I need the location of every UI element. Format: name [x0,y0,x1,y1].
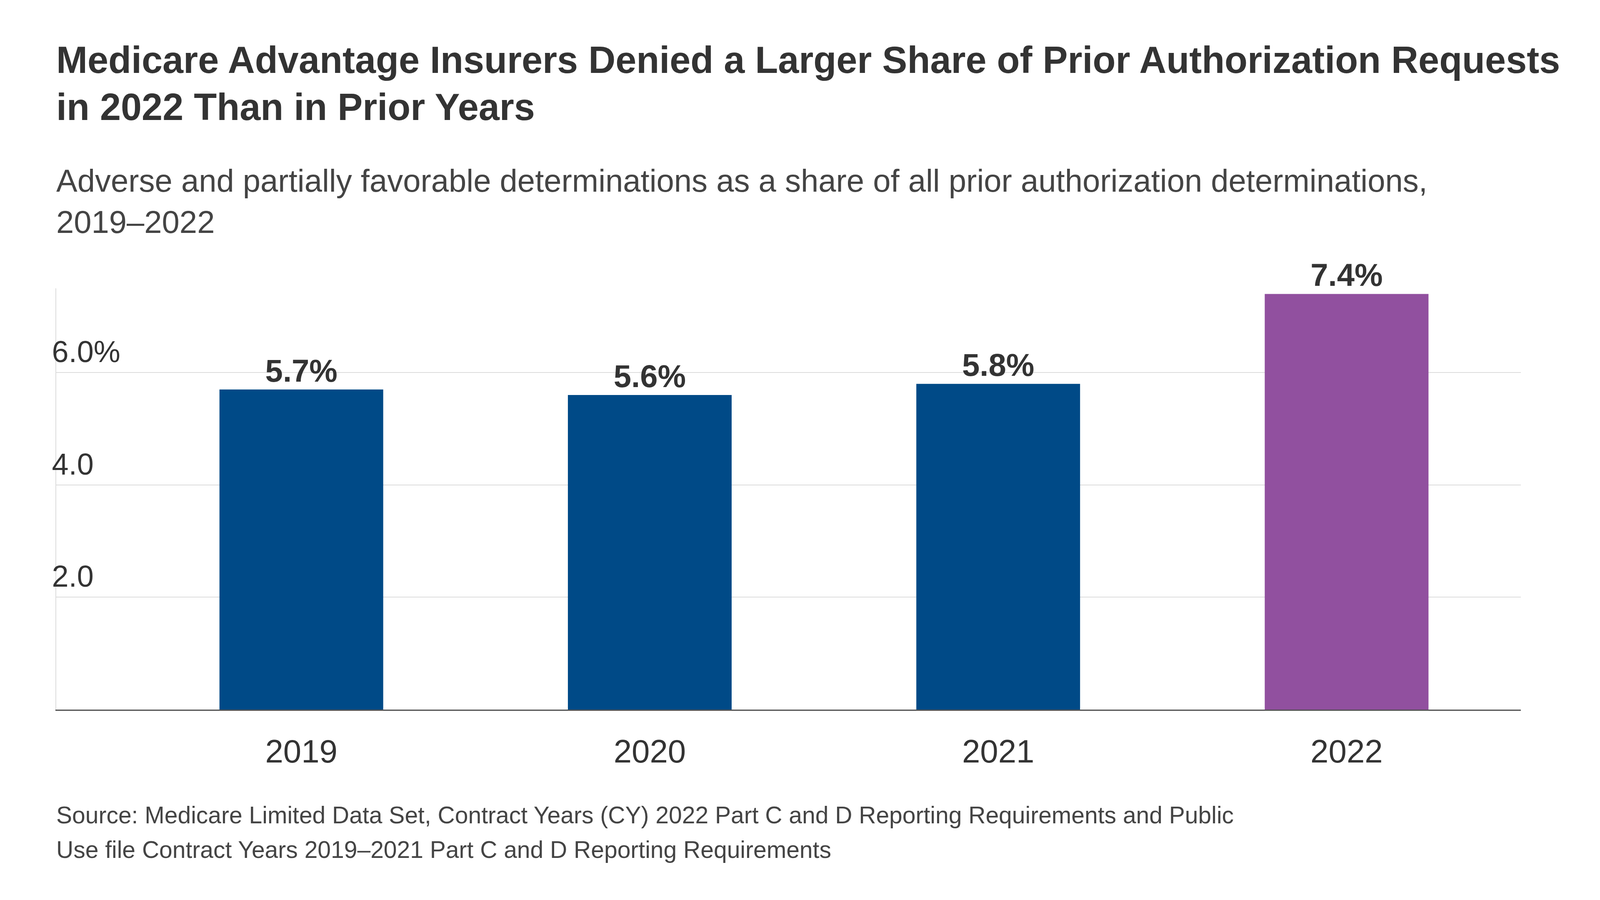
svg-text:2.0: 2.0 [52,559,94,593]
html-text:Medicare Advantage Insurers De: Medicare Advantage Insurers Denied a Lar… [56,39,1561,128]
svg-text:2021: 2021 [962,732,1035,770]
svg-text:5.8%: 5.8% [962,347,1035,383]
svg-text:4.0: 4.0 [52,447,94,481]
html-text:Source: Medicare Limited Data: Source: Medicare Limited Data Set, Contr… [56,801,1234,863]
svg-text:5.7%: 5.7% [265,352,338,389]
html-text:Adverse and partially favorabl: Adverse and partially favorable determin… [56,162,1428,240]
svg-text:2019: 2019 [265,732,338,770]
svg-text:2022: 2022 [1310,732,1383,770]
svg-text:5.6%: 5.6% [613,358,686,394]
svg-text:6.0%: 6.0% [52,335,121,369]
svg-text:7.4%: 7.4% [1310,257,1383,293]
svg-text:2020: 2020 [613,732,687,770]
